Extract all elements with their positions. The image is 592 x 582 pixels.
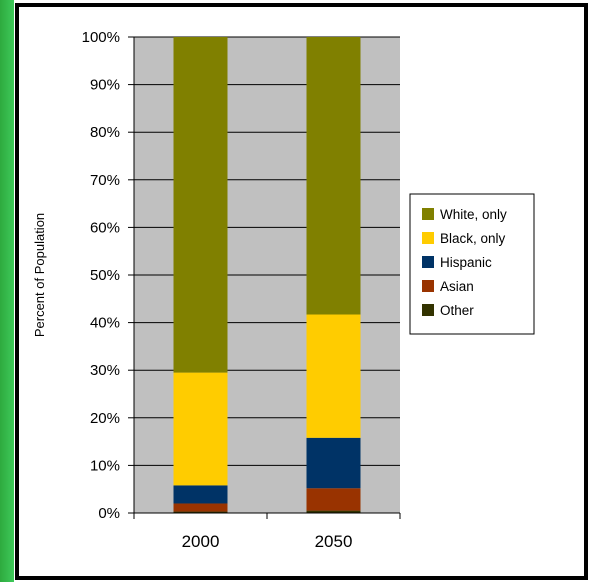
legend-label: Asian (440, 279, 474, 294)
legend-swatch (422, 208, 434, 220)
bar-segment-black-only (306, 314, 361, 438)
bar-segment-asian (173, 503, 228, 512)
legend-label: Black, only (440, 231, 506, 246)
legend: White, only Black, only Hispanic Asian Other (409, 193, 535, 335)
bar-segment-other (173, 511, 228, 513)
legend-swatch (422, 280, 434, 292)
bar-segment-white-only (306, 37, 361, 315)
y-tick-label: 100% (82, 29, 120, 46)
legend-label: Hispanic (440, 255, 492, 270)
y-tick-label: 70% (90, 172, 120, 189)
bar-segment-hispanic (173, 485, 228, 504)
bar-segment-white-only (173, 37, 228, 373)
y-tick-label: 80% (90, 124, 120, 141)
y-tick-label: 40% (90, 315, 120, 332)
axes (128, 36, 401, 519)
bar-segment-asian (306, 488, 361, 511)
y-tick-label: 60% (90, 219, 120, 236)
x-category-label: 2050 (315, 532, 353, 551)
y-tick-label: 20% (90, 410, 120, 427)
bar-segment-hispanic (306, 437, 361, 489)
bar-segment-black-only (173, 372, 228, 486)
green-side-strip (0, 0, 14, 582)
y-tick-label: 10% (90, 457, 120, 474)
x-category-labels: 2000 2050 (182, 532, 353, 551)
y-tick-label: 50% (90, 267, 120, 284)
legend-swatch (422, 232, 434, 244)
x-category-label: 2000 (182, 532, 220, 551)
y-tick-label: 30% (90, 362, 120, 379)
y-tick-labels: 0% 10% 20% 30% 40% 50% 60% 70% 80% 90% 100% (82, 29, 120, 522)
legend-label: Other (440, 303, 474, 318)
bars (173, 37, 361, 513)
bar-segment-other (306, 510, 361, 513)
y-tick-label: 90% (90, 77, 120, 94)
legend-swatch (422, 256, 434, 268)
legend-label: White, only (440, 207, 507, 222)
y-axis-label: Percent of Population (32, 213, 47, 337)
legend-swatch (422, 304, 434, 316)
y-tick-label: 0% (98, 505, 120, 522)
